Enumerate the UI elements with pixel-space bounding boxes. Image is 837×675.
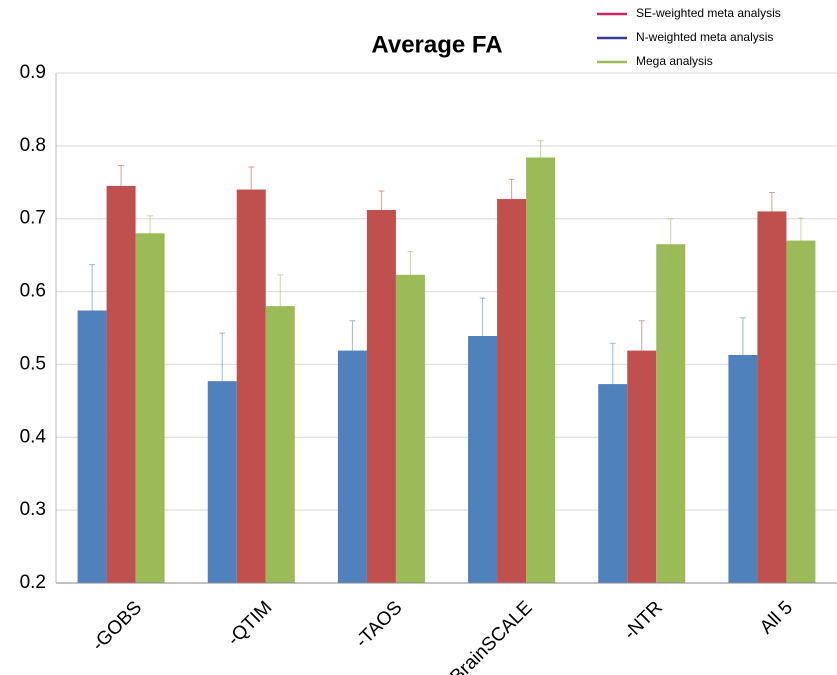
- error-bar: [508, 178, 515, 220]
- y-tick-label: 0.5: [20, 353, 46, 374]
- bar: [106, 185, 136, 583]
- bar: [366, 209, 396, 583]
- error-bar: [248, 166, 255, 213]
- y-tick-label: 0.8: [20, 135, 46, 156]
- bar: [526, 157, 556, 583]
- y-tick-label: 0.9: [20, 62, 46, 83]
- bar: [395, 274, 425, 583]
- x-tick-label: -BrainSCALE: [442, 597, 537, 675]
- bar: [135, 233, 165, 584]
- bar: [265, 306, 295, 583]
- x-tick-label: -TAOS: [352, 597, 407, 652]
- error-bar: [89, 264, 96, 357]
- error-bar: [378, 190, 385, 230]
- bar: [757, 211, 787, 583]
- error-bar: [537, 140, 544, 175]
- error-bar: [797, 217, 804, 264]
- error-bar: [349, 320, 356, 381]
- chart-title: Average FA: [371, 31, 502, 58]
- legend-label: N-weighted meta analysis: [636, 30, 773, 44]
- bar: [728, 354, 758, 583]
- y-tick-label: 0.7: [20, 208, 46, 229]
- error-bar: [739, 317, 746, 393]
- bar: [656, 244, 686, 583]
- x-tick-label: All 5: [756, 597, 797, 638]
- error-bar: [277, 274, 284, 338]
- legend-label: Mega analysis: [636, 54, 713, 68]
- error-bar: [407, 251, 414, 299]
- bar: [468, 336, 498, 583]
- y-tick-label: 0.6: [20, 281, 46, 302]
- error-bar: [219, 332, 226, 430]
- error-bar: [609, 342, 616, 426]
- x-tick-label: -NTR: [620, 597, 667, 644]
- bar: [497, 199, 527, 584]
- error-bar: [147, 215, 154, 252]
- bar: [627, 350, 657, 583]
- bar: [236, 189, 266, 584]
- y-tick-label: 0.3: [20, 499, 46, 520]
- bar: [786, 240, 816, 584]
- y-tick-label: 0.2: [20, 572, 46, 593]
- x-tick-label: -QTIM: [223, 597, 276, 650]
- error-bar: [667, 218, 674, 271]
- error-bar: [768, 191, 775, 231]
- bar: [337, 350, 367, 583]
- y-tick-label: 0.4: [20, 426, 47, 447]
- x-tick-label: -GOBS: [88, 597, 146, 655]
- error-bar: [638, 320, 645, 381]
- legend-label: SE-weighted meta analysis: [636, 6, 781, 20]
- error-bar: [479, 297, 486, 375]
- error-bar: [118, 165, 125, 207]
